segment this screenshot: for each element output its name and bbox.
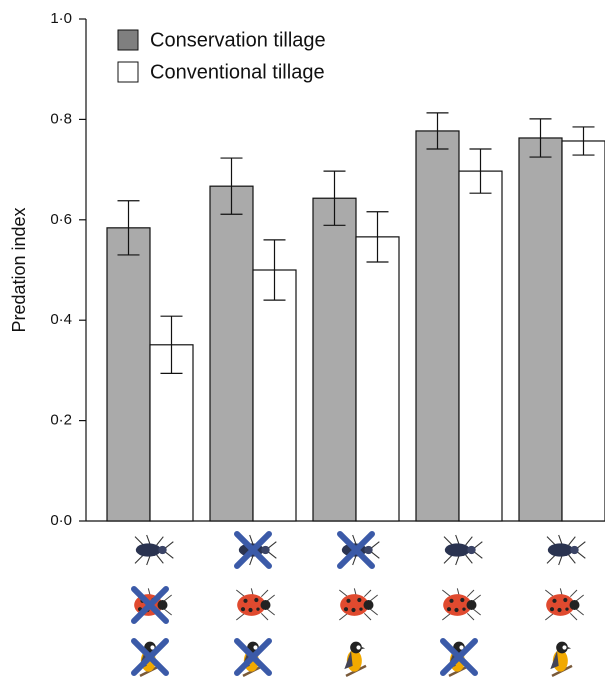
legend-label: Conservation tillage (150, 29, 326, 51)
bar (561, 140, 605, 522)
organism-icons (133, 534, 586, 678)
bar (252, 269, 297, 522)
error-bar (263, 239, 286, 301)
error-bar (426, 112, 449, 150)
y-tick-label: 0·8 (50, 110, 72, 127)
bar (149, 344, 194, 522)
legend-label: Conventional tillage (150, 61, 325, 83)
error-bar (572, 126, 595, 156)
error-bar (117, 200, 140, 256)
bird-icon (342, 640, 368, 678)
y-tick-label: 0·0 (50, 512, 72, 529)
bar (355, 236, 400, 522)
beetle-icon (546, 534, 586, 566)
error-bar (323, 170, 346, 226)
y-tick-label: 0·6 (50, 211, 72, 228)
bar (458, 170, 503, 522)
error-bar (366, 211, 389, 263)
legend: Conservation tillage Conventional tillag… (117, 29, 326, 83)
error-bar (529, 118, 552, 158)
error-bar (220, 157, 243, 215)
bar (106, 227, 151, 522)
legend-swatch (117, 29, 139, 51)
ladybird-icon (544, 587, 585, 621)
bar (518, 137, 563, 522)
bar (312, 197, 357, 522)
beetle-icon (134, 534, 174, 566)
y-axis-label: Predation index (9, 207, 29, 332)
ladybird-icon (338, 587, 379, 621)
ladybird-icon (441, 587, 482, 621)
y-tick-label: 0·2 (50, 412, 72, 429)
error-bar (160, 315, 183, 375)
beetle-icon (443, 534, 483, 566)
y-tick-label: 0·4 (50, 311, 72, 328)
ladybird-icon (235, 587, 276, 621)
y-tick-label: 1·0 (50, 10, 72, 27)
bird-icon (548, 640, 574, 678)
error-bar (469, 148, 492, 194)
legend-swatch (117, 61, 139, 83)
bar (209, 185, 254, 522)
plot-area (85, 19, 605, 522)
bar (415, 130, 460, 522)
